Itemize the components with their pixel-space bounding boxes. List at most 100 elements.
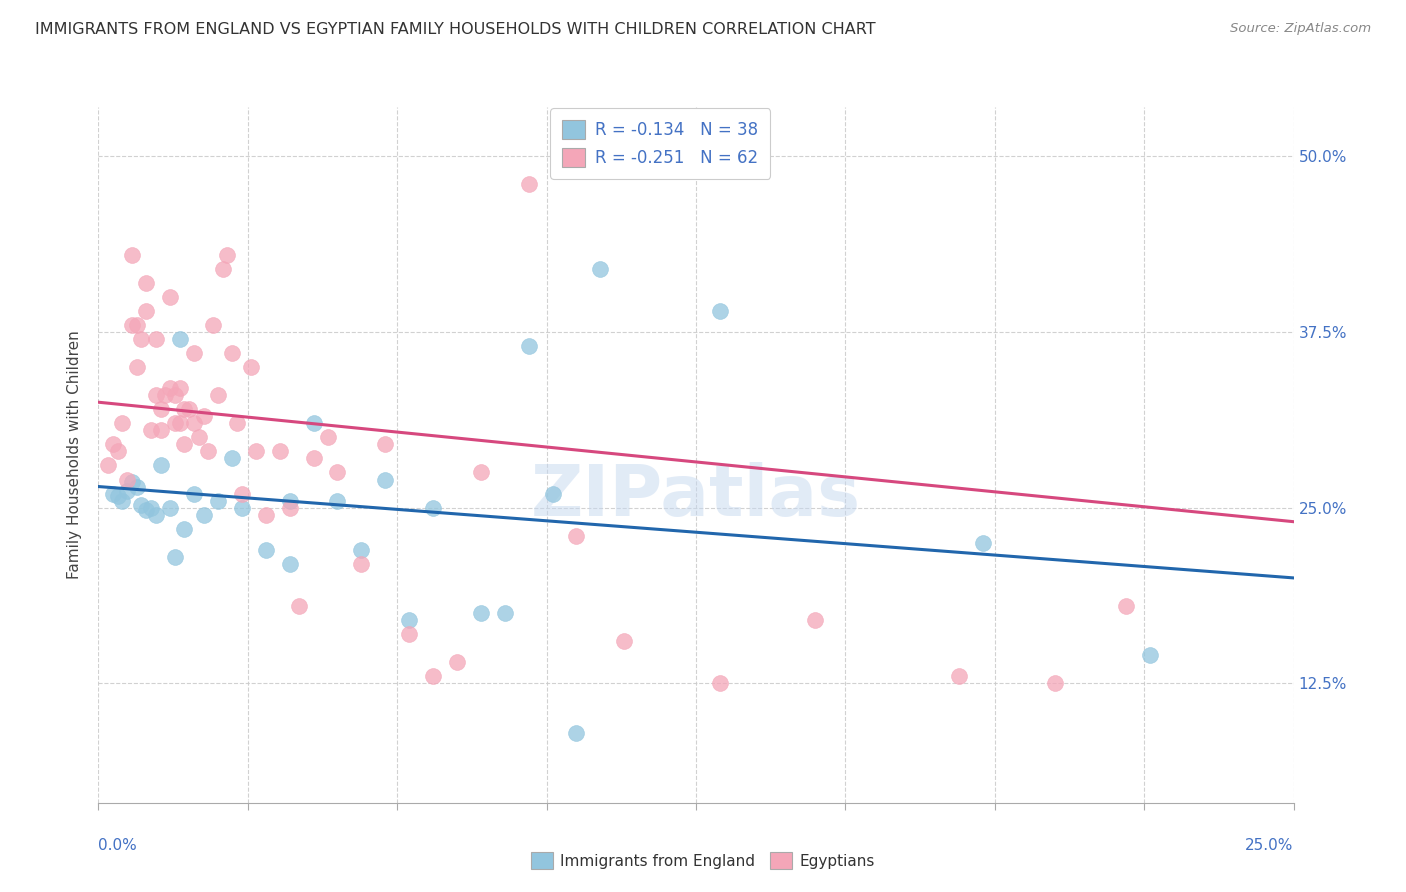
Point xyxy=(173,437,195,451)
Point xyxy=(517,178,540,192)
Point xyxy=(159,290,181,304)
Point xyxy=(231,486,253,500)
Point xyxy=(226,417,249,431)
Point xyxy=(173,522,195,536)
Point xyxy=(254,508,277,522)
Point xyxy=(302,417,325,431)
Text: 0.0%: 0.0% xyxy=(98,838,138,853)
Point xyxy=(149,402,172,417)
Point xyxy=(125,360,148,375)
Point xyxy=(709,303,731,318)
Point xyxy=(97,458,120,473)
Point xyxy=(470,466,492,480)
Point xyxy=(159,381,181,395)
Point xyxy=(193,508,215,522)
Point xyxy=(240,360,263,375)
Point xyxy=(350,557,373,571)
Point xyxy=(613,634,636,648)
Point xyxy=(121,475,143,490)
Point xyxy=(107,489,129,503)
Point xyxy=(131,498,153,512)
Point xyxy=(101,437,124,451)
Point xyxy=(541,486,564,500)
Point xyxy=(374,437,396,451)
Point xyxy=(169,381,191,395)
Point xyxy=(197,444,219,458)
Point xyxy=(211,261,233,276)
Point xyxy=(565,529,588,543)
Point xyxy=(207,388,229,402)
Point xyxy=(135,503,157,517)
Point xyxy=(145,388,167,402)
Legend: R = -0.134   N = 38, R = -0.251   N = 62: R = -0.134 N = 38, R = -0.251 N = 62 xyxy=(550,109,770,178)
Legend: Immigrants from England, Egyptians: Immigrants from England, Egyptians xyxy=(524,846,882,875)
Point xyxy=(107,444,129,458)
Point xyxy=(948,669,970,683)
Point xyxy=(398,627,420,641)
Point xyxy=(422,500,444,515)
Point xyxy=(302,451,325,466)
Point xyxy=(202,318,225,332)
Point xyxy=(179,402,201,417)
Text: 25.0%: 25.0% xyxy=(1246,838,1294,853)
Point xyxy=(288,599,311,613)
Point xyxy=(183,417,205,431)
Point xyxy=(221,451,243,466)
Point xyxy=(169,332,191,346)
Point xyxy=(183,346,205,360)
Point xyxy=(709,676,731,690)
Point xyxy=(145,508,167,522)
Point xyxy=(163,417,186,431)
Point xyxy=(470,606,492,620)
Point xyxy=(173,402,195,417)
Point xyxy=(115,473,138,487)
Point xyxy=(804,613,827,627)
Point xyxy=(278,500,301,515)
Point xyxy=(278,493,301,508)
Point xyxy=(135,303,157,318)
Point xyxy=(422,669,444,683)
Point xyxy=(1115,599,1137,613)
Point xyxy=(139,500,162,515)
Point xyxy=(217,247,239,261)
Point xyxy=(245,444,267,458)
Point xyxy=(111,417,134,431)
Point xyxy=(111,493,134,508)
Point xyxy=(374,473,396,487)
Point xyxy=(169,417,191,431)
Point xyxy=(125,318,148,332)
Point xyxy=(254,542,277,557)
Point xyxy=(326,493,349,508)
Point xyxy=(207,493,229,508)
Point xyxy=(135,276,157,290)
Point xyxy=(163,549,186,564)
Text: ZIPatlas: ZIPatlas xyxy=(531,462,860,531)
Point xyxy=(139,423,162,437)
Point xyxy=(125,479,148,493)
Point xyxy=(517,339,540,353)
Point xyxy=(446,655,468,669)
Point xyxy=(155,388,177,402)
Point xyxy=(159,500,181,515)
Point xyxy=(115,483,138,498)
Point xyxy=(121,318,143,332)
Y-axis label: Family Households with Children: Family Households with Children xyxy=(67,331,83,579)
Point xyxy=(278,557,301,571)
Point xyxy=(350,542,373,557)
Text: Source: ZipAtlas.com: Source: ZipAtlas.com xyxy=(1230,22,1371,36)
Point xyxy=(145,332,167,346)
Point xyxy=(589,261,612,276)
Point xyxy=(1139,648,1161,663)
Point xyxy=(221,346,243,360)
Text: IMMIGRANTS FROM ENGLAND VS EGYPTIAN FAMILY HOUSEHOLDS WITH CHILDREN CORRELATION : IMMIGRANTS FROM ENGLAND VS EGYPTIAN FAMI… xyxy=(35,22,876,37)
Point xyxy=(149,458,172,473)
Point xyxy=(131,332,153,346)
Point xyxy=(316,430,339,444)
Point xyxy=(193,409,215,424)
Point xyxy=(269,444,291,458)
Point xyxy=(183,486,205,500)
Point xyxy=(231,500,253,515)
Point xyxy=(149,423,172,437)
Point xyxy=(1043,676,1066,690)
Point xyxy=(101,486,124,500)
